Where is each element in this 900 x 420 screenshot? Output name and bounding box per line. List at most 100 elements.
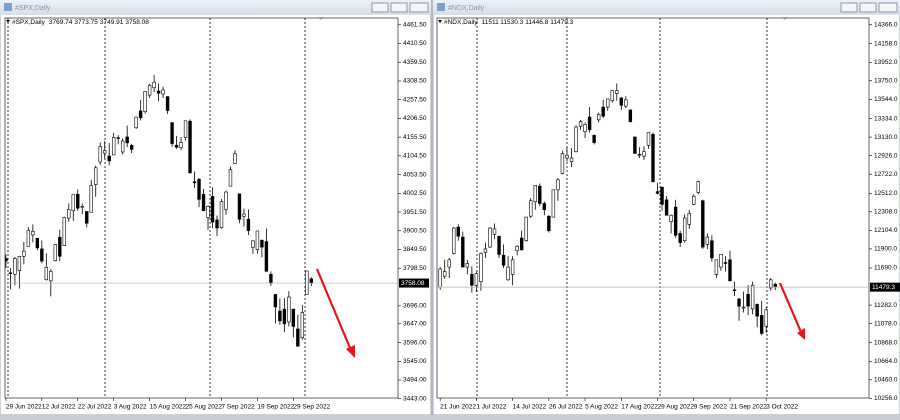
candle-body [62,217,66,246]
candle-body [179,142,183,148]
candle-body [569,157,574,162]
maximize-button[interactable] [390,2,408,13]
candle-body [542,203,547,211]
y-tick-label: 11282.0 [874,302,897,309]
candle-body [732,289,737,292]
window-icon [4,3,12,11]
candle-body [35,237,40,249]
window-title: #SPX,Daily [15,5,51,12]
y-tick-label: 3596.00 [403,339,427,346]
candle-body [710,240,714,259]
candles [5,74,314,347]
y-tick-label: 11690.0 [874,265,897,272]
close-button[interactable] [409,2,429,13]
candle-body [465,263,470,268]
x-tick-label: 29 Jun 2022 [6,404,42,411]
x-tick-label: 7 Sep 2022 [221,404,255,411]
window-left: #SPX,Daily #SPX,Daily 3769.74 3773.75 3749.… [0,0,432,416]
candle-body [94,167,98,185]
candle-body [737,298,741,307]
y-tick-label: 14158.0 [874,40,898,47]
candle-body [519,237,524,251]
candle-body [5,258,8,262]
shift-marker [318,17,324,20]
candle-body [701,200,705,248]
y-tick-label: 10868.0 [874,339,898,346]
candle-body [592,134,596,143]
minimize-button[interactable] [371,2,389,13]
x-tick-label: 26 Jul 2022 [549,404,583,411]
y-tick-label: 10664.0 [874,358,898,365]
y-tick-label: 3647.00 [403,321,427,328]
candle-body [687,213,691,225]
candle-body [134,116,138,129]
x-tick-label: 12 Jul 2022 [42,404,76,411]
candle-body [633,136,637,154]
candle-body [461,236,465,268]
close-button[interactable] [878,2,898,13]
x-tick-label: 25 Aug 2022 [186,404,223,411]
candle-body [547,215,551,232]
annotation-arrow [778,282,805,340]
candle-body [255,230,260,250]
candle-body [506,266,510,281]
y-tick-label: 13130.0 [874,134,898,141]
candle-body [224,191,228,210]
plot-area [436,17,870,399]
x-tick-label: 21 Jun 2022 [440,404,476,411]
menu-arrow[interactable] [6,20,10,23]
candle-body [624,99,628,107]
x-tick-label: 22 Jul 2022 [78,404,112,411]
y-tick-label: 12512.0 [874,190,898,197]
candle-body [22,250,26,257]
candle-body [300,312,305,339]
candle-body [515,245,519,252]
candle-body [655,191,660,194]
candle-body [309,278,314,284]
candle-body [174,145,179,148]
y-tick-label: 4206.50 [403,115,427,122]
candle-body [488,227,492,248]
candle-body [31,231,35,236]
candle-body [89,185,93,213]
maximize-button[interactable] [859,2,877,13]
candle-body [574,126,578,152]
candle-body [116,137,120,139]
candle-body [755,304,759,317]
title-bar [0,0,431,15]
menu-arrow[interactable] [438,20,442,23]
y-tick-label: 3443.00 [403,395,427,402]
candle-body [529,200,533,217]
candle-body [215,219,219,229]
candle-body [278,310,282,322]
candle-body [85,211,89,224]
candle-body [587,116,592,131]
y-tick-label: 14366.0 [874,21,898,28]
y-tick-label: 10460.0 [874,377,898,384]
chart-header: #NDX,Daily 11511 11530.3 11446.8 11479.3 [444,19,574,26]
candle-body [578,121,583,127]
candle-body [524,216,528,242]
minimize-button[interactable] [840,2,858,13]
candle-body [26,229,31,247]
candle-body [601,106,605,117]
candle-body [438,268,442,288]
y-tick-label: 3696.00 [403,303,427,310]
candle-body [13,258,17,275]
candle-body [692,195,696,205]
y-tick-label: 12104.0 [874,227,898,234]
candle-body [660,186,664,205]
y-tick-label: 13544.0 [874,96,898,103]
candle-body [741,306,746,309]
x-tick-label: 1 Jul 2022 [476,404,506,411]
y-tick-label: 3849.50 [403,246,427,253]
candle-body [501,254,506,266]
y-tick-label: 4257.50 [403,96,427,103]
candle-body [188,120,192,174]
title-bar [433,0,900,15]
x-tick-label: 29 Sep 2022 [293,404,330,411]
y-tick-label: 4359.50 [403,59,427,66]
candle-body [219,201,224,228]
candle-body [282,308,287,325]
